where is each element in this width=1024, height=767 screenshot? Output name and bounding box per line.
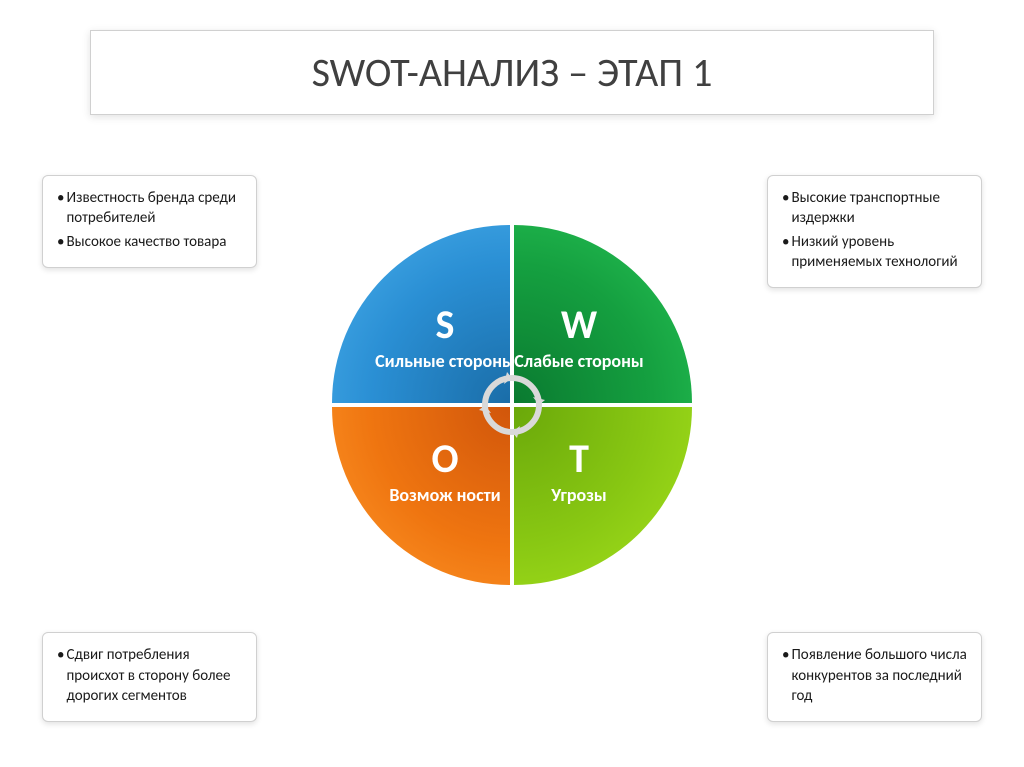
quadrant-weaknesses: W Слабые стороны — [514, 225, 692, 403]
info-box-strengths: •Известность бренда среди потребителей •… — [42, 175, 257, 268]
page-title: SWOT-АНАЛИЗ – ЭТАП 1 — [90, 30, 934, 115]
bullet-text: Появление большого числа конкурентов за … — [791, 645, 967, 706]
quadrant-strengths: S Сильные стороны — [332, 225, 510, 403]
quadrant-letter: O — [431, 439, 458, 479]
info-box-threats: •Появление большого числа конкурентов за… — [767, 632, 982, 722]
bullet-text: Сдвиг потребления происхот в сторону бол… — [66, 645, 242, 706]
quadrant-threats: T Угрозы — [514, 407, 692, 585]
quadrant-label: Угрозы — [541, 485, 616, 506]
bullet-text: Низкий уровень применяемых технологий — [791, 232, 967, 273]
quadrant-letter: T — [569, 439, 589, 479]
bullet-text: Высокие транспортные издержки — [791, 188, 967, 229]
quadrant-opportunities: O Возмож ности — [332, 407, 510, 585]
bullet-text: Высокое качество товара — [66, 232, 242, 252]
bullet-text: Известность бренда среди потребителей — [66, 188, 242, 229]
info-box-weaknesses: •Высокие транспортные издержки •Низкий у… — [767, 175, 982, 288]
quadrant-letter: W — [561, 305, 597, 345]
quadrant-letter: S — [436, 305, 455, 345]
quadrant-label: Возмож ности — [379, 485, 510, 506]
quadrant-label: Слабые стороны — [504, 351, 653, 372]
info-box-opportunities: •Сдвиг потребления происхот в сторону бо… — [42, 632, 257, 722]
quadrant-label: Сильные стороны — [365, 351, 525, 372]
divider-horizontal — [332, 403, 692, 407]
swot-circle: S Сильные стороны W Слабые стороны O Воз… — [332, 225, 692, 585]
